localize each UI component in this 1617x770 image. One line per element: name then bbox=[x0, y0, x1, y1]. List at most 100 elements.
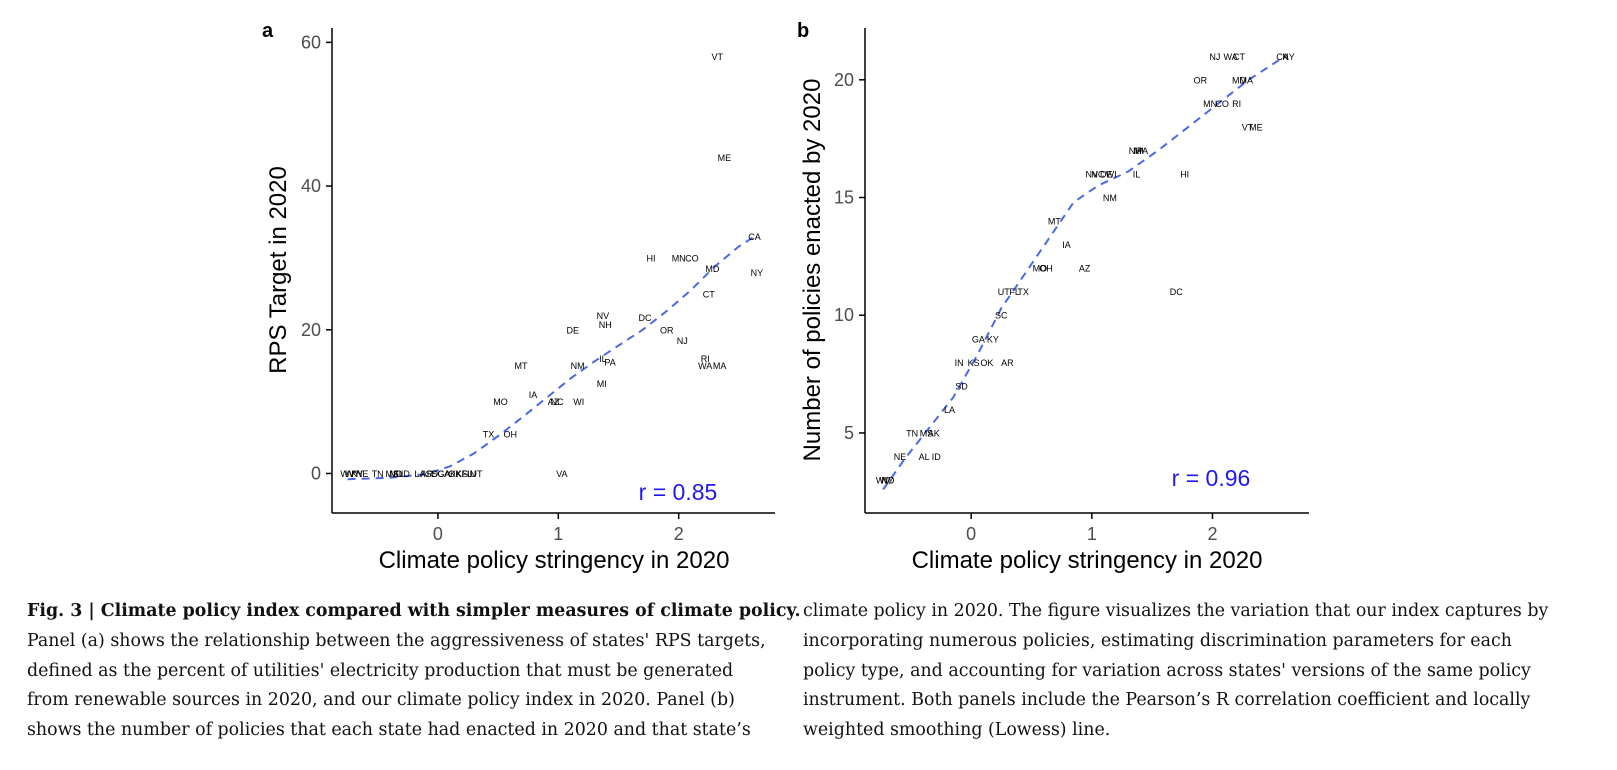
state-label-ar: AR bbox=[1001, 358, 1014, 368]
state-label-sc: SC bbox=[995, 311, 1008, 321]
state-label-vt: VT bbox=[711, 52, 723, 62]
panel-b-x-axis-title: Climate policy stringency in 2020 bbox=[912, 547, 1263, 574]
lowess-line bbox=[882, 55, 1286, 491]
state-label-mt: MT bbox=[1048, 217, 1061, 227]
state-label-or: OR bbox=[660, 325, 674, 335]
state-label-mt: MT bbox=[515, 361, 528, 371]
panel-b-x-ticks: 0 1 2 bbox=[966, 513, 1217, 544]
state-label-va: VA bbox=[556, 469, 567, 479]
state-label-hi: HI bbox=[1180, 170, 1189, 180]
panel-a-y-axis-title: RPS Target in 2020 bbox=[265, 166, 292, 374]
state-label-oh: OH bbox=[1039, 264, 1053, 274]
panel-a-x-ticks: 0 1 2 bbox=[433, 513, 684, 544]
state-label-ia: IA bbox=[1062, 240, 1071, 250]
caption-line: Panel (a) shows the relationship between… bbox=[27, 630, 766, 651]
state-label-wv: WV bbox=[340, 469, 355, 479]
y-tick-label: 0 bbox=[311, 463, 321, 483]
state-label-tn: TN bbox=[906, 429, 918, 439]
state-label-wi: WI bbox=[573, 397, 584, 407]
panel-a-y-ticks: 0 20 40 60 bbox=[301, 32, 332, 483]
panel-b-smooth-line bbox=[882, 55, 1286, 491]
state-label-ga: GA bbox=[972, 334, 985, 344]
state-label-wa: WA bbox=[698, 361, 712, 371]
state-label-me: ME bbox=[718, 153, 732, 163]
caption-line: instrument. Both panels include the Pear… bbox=[803, 690, 1531, 711]
panel-a-correlation-label: r = 0.85 bbox=[639, 479, 718, 505]
state-label-la: LA bbox=[414, 469, 425, 479]
panel-b-correlation-label: r = 0.96 bbox=[1172, 465, 1251, 491]
state-label-nh: NH bbox=[1129, 146, 1142, 156]
x-tick-label: 0 bbox=[966, 524, 976, 544]
y-tick-label: 5 bbox=[844, 423, 854, 443]
state-label-nv: NV bbox=[1086, 170, 1099, 180]
state-label-tx: TX bbox=[1017, 287, 1029, 297]
state-label-ct: CT bbox=[703, 289, 715, 299]
state-label-nv: NV bbox=[597, 311, 610, 321]
state-label-wa: WA bbox=[1224, 52, 1238, 62]
state-label-fl: FL bbox=[1009, 287, 1020, 297]
state-label-al: AL bbox=[393, 469, 404, 479]
state-label-pa: PA bbox=[604, 358, 615, 368]
state-label-fl: FL bbox=[462, 469, 473, 479]
state-label-co: CO bbox=[1215, 99, 1229, 109]
state-label-ny: NY bbox=[751, 268, 764, 278]
state-label-mi: MI bbox=[597, 379, 607, 389]
y-tick-label: 20 bbox=[834, 70, 854, 90]
state-label-ky: KY bbox=[987, 334, 999, 344]
state-label-il: IL bbox=[599, 354, 607, 364]
state-label-ma: MA bbox=[1240, 75, 1254, 85]
caption-line: from renewable sources in 2020, and our … bbox=[27, 690, 735, 711]
y-tick-label: 15 bbox=[834, 188, 854, 208]
state-label-tn: TN bbox=[372, 469, 384, 479]
y-tick-label: 60 bbox=[301, 32, 321, 52]
x-tick-label: 2 bbox=[1207, 524, 1217, 544]
state-label-sd: SD bbox=[426, 469, 439, 479]
state-label-ms: MS bbox=[920, 429, 934, 439]
state-label-mo: MO bbox=[493, 397, 508, 407]
panel-a-letter: a bbox=[262, 20, 274, 42]
panel-a-x-axis-title: Climate policy stringency in 2020 bbox=[379, 547, 730, 574]
caption-right-column: climate policy in 2020. The figure visua… bbox=[803, 597, 1563, 746]
state-label-vt: VT bbox=[1242, 122, 1254, 132]
state-label-wy: WY bbox=[879, 476, 894, 486]
state-label-md: MD bbox=[705, 264, 719, 274]
state-label-or: OR bbox=[1194, 75, 1208, 85]
state-label-mn: MN bbox=[672, 253, 686, 263]
state-label-ia: IA bbox=[529, 390, 538, 400]
state-label-ks: KS bbox=[456, 469, 468, 479]
state-label-ca: CA bbox=[1276, 52, 1289, 62]
state-label-il: IL bbox=[1133, 170, 1141, 180]
state-label-mo: MO bbox=[1033, 264, 1048, 274]
state-label-ga: GA bbox=[437, 469, 450, 479]
state-label-al: AL bbox=[919, 452, 930, 462]
state-label-mn: MN bbox=[1203, 99, 1217, 109]
state-label-az: AZ bbox=[1079, 264, 1091, 274]
state-label-nd: ND bbox=[881, 476, 894, 486]
state-label-ri: RI bbox=[1232, 99, 1241, 109]
state-label-ma: MA bbox=[713, 361, 727, 371]
state-label-wv: WV bbox=[876, 476, 891, 486]
state-label-ne: NE bbox=[894, 452, 907, 462]
state-label-pa: PA bbox=[1137, 146, 1148, 156]
caption-line: incorporating numerous policies, estimat… bbox=[803, 630, 1512, 651]
state-label-nj: NJ bbox=[677, 336, 688, 346]
state-label-dc: DC bbox=[639, 313, 652, 323]
state-label-ks: KS bbox=[968, 358, 980, 368]
state-label-ct: CT bbox=[1233, 52, 1245, 62]
caption-line: defined as the percent of utilities' ele… bbox=[27, 660, 734, 681]
state-label-me: ME bbox=[1249, 122, 1263, 132]
state-label-id: ID bbox=[401, 469, 411, 479]
state-label-nc: NC bbox=[1091, 170, 1104, 180]
state-label-tx: TX bbox=[483, 430, 495, 440]
state-label-ky: KY bbox=[351, 469, 363, 479]
state-label-nm: NM bbox=[571, 361, 585, 371]
caption-heading: Fig. 3 | Climate policy index compared w… bbox=[27, 601, 801, 621]
state-label-ca: CA bbox=[748, 232, 761, 242]
x-tick-label: 2 bbox=[674, 524, 684, 544]
state-label-nd: ND bbox=[389, 469, 402, 479]
caption-line: policy type, and accounting for variatio… bbox=[803, 660, 1531, 681]
